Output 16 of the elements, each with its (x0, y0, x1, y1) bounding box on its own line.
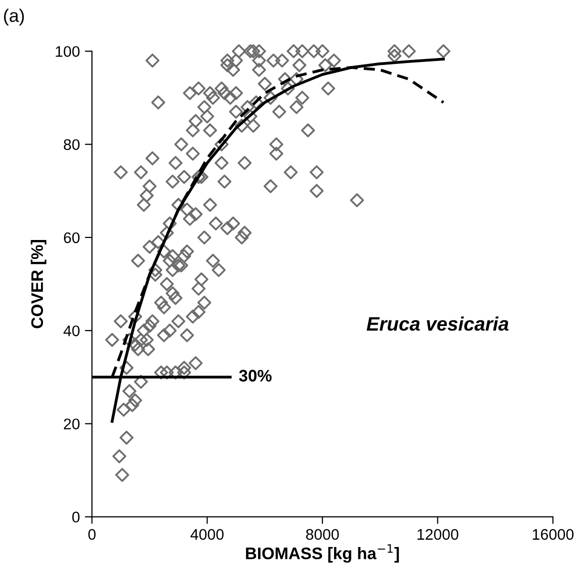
annotation: 30% (239, 370, 272, 382)
x-tick-label: 4000 (190, 529, 224, 540)
y-tick-label: 80 (64, 139, 80, 150)
y-tick-label: 100 (56, 46, 80, 57)
x-tick-label: 12000 (418, 529, 458, 540)
y-tick-label: 40 (64, 325, 80, 336)
annotation: Eruca vesicaria (366, 316, 508, 331)
x-tick-label: 8000 (306, 529, 339, 540)
x-tick-label: 16000 (532, 529, 574, 540)
x-tick-label: 0 (88, 529, 96, 540)
x-axis-title: BIOMASS [kg ha$^{−1}$] (246, 544, 399, 563)
y-axis-title: COVER [%] (30, 240, 46, 328)
y-tick-label: 60 (64, 232, 80, 244)
y-tick-label: 0 (72, 512, 80, 522)
y-tick-label: 20 (64, 418, 80, 430)
text: (a) (4, 8, 24, 26)
